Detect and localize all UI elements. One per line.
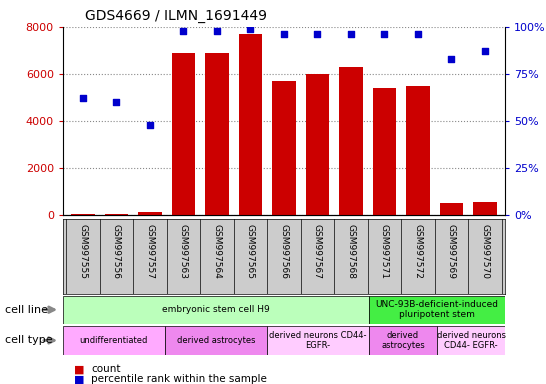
Bar [440,203,463,215]
Bar [373,88,396,215]
Bar [369,326,437,354]
Text: GSM997570: GSM997570 [480,224,489,279]
Bar [239,34,262,215]
Text: percentile rank within the sample: percentile rank within the sample [91,374,267,384]
Point [179,28,188,34]
Bar [138,212,162,215]
Point [112,99,121,105]
Text: GDS4669 / ILMN_1691449: GDS4669 / ILMN_1691449 [85,9,267,23]
Text: cell line: cell line [5,305,49,315]
Text: derived astrocytes: derived astrocytes [176,336,255,345]
Text: undifferentiated: undifferentiated [80,336,148,345]
Point [313,31,322,38]
Bar [63,296,369,324]
Text: GSM997566: GSM997566 [280,224,288,279]
Point [380,31,389,38]
Text: ■: ■ [74,374,84,384]
Point [480,48,489,55]
Text: GSM997563: GSM997563 [179,224,188,279]
Bar [71,214,94,215]
Text: ■: ■ [74,364,84,374]
Text: GSM997572: GSM997572 [413,224,423,279]
Bar [369,296,505,324]
Text: cell type: cell type [5,335,53,346]
Bar [272,81,295,215]
Text: GSM997571: GSM997571 [380,224,389,279]
Point [347,31,355,38]
Point [413,31,422,38]
Bar [306,74,329,215]
Point [146,122,155,128]
Text: GSM997557: GSM997557 [145,224,155,279]
Text: UNC-93B-deficient-induced
pluripotent stem: UNC-93B-deficient-induced pluripotent st… [376,300,498,319]
Bar [406,86,430,215]
Bar [205,53,229,215]
Point [246,26,255,32]
Text: derived neurons CD44-
EGFR-: derived neurons CD44- EGFR- [269,331,367,350]
Text: derived
astrocytes: derived astrocytes [381,331,425,350]
Text: GSM997567: GSM997567 [313,224,322,279]
Text: GSM997569: GSM997569 [447,224,456,279]
Point [280,31,288,38]
Point [447,56,456,62]
Text: GSM997565: GSM997565 [246,224,255,279]
Point [79,95,87,101]
Text: GSM997556: GSM997556 [112,224,121,279]
Text: GSM997568: GSM997568 [346,224,355,279]
Bar [171,53,195,215]
Bar [473,202,497,215]
Bar [63,326,165,354]
Text: GSM997555: GSM997555 [79,224,87,279]
Text: GSM997564: GSM997564 [212,224,222,279]
Text: count: count [91,364,121,374]
Text: embryonic stem cell H9: embryonic stem cell H9 [162,305,270,314]
Bar [339,67,363,215]
Bar [105,214,128,215]
Bar [437,326,505,354]
Bar [165,326,267,354]
Point [212,28,221,34]
Bar [267,326,369,354]
Text: derived neurons
CD44- EGFR-: derived neurons CD44- EGFR- [437,331,506,350]
